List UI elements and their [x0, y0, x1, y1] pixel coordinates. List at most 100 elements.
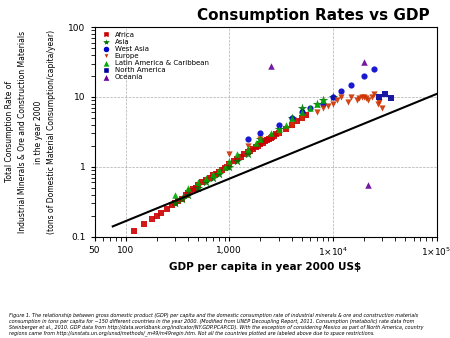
Point [329, 101, 337, 106]
Point [175, 199, 182, 204]
Point [298, 110, 305, 115]
Point [257, 136, 264, 142]
Point [329, 94, 337, 100]
Point [221, 166, 228, 171]
Point [356, 96, 363, 101]
Point [163, 206, 171, 212]
Point [259, 140, 266, 146]
Point [171, 192, 179, 197]
Point [282, 126, 289, 131]
Point [206, 175, 213, 180]
Point [302, 112, 310, 118]
Point [370, 66, 378, 72]
Point [241, 152, 248, 157]
Point [324, 103, 332, 108]
Point [270, 133, 278, 138]
Point [288, 122, 295, 127]
Point [252, 145, 259, 150]
Point [267, 63, 274, 68]
Point [148, 216, 156, 221]
Point [210, 173, 217, 178]
Point [184, 192, 192, 197]
Point [179, 196, 186, 201]
Point [263, 138, 270, 143]
Point [244, 152, 251, 157]
Point [257, 136, 264, 142]
Point [353, 97, 360, 103]
Point [171, 200, 179, 206]
Point [216, 171, 223, 176]
Point [234, 156, 241, 162]
Point [347, 94, 355, 100]
Point [267, 135, 274, 141]
Point [365, 182, 372, 188]
Point [298, 105, 305, 111]
Point [221, 164, 228, 169]
Point [374, 101, 381, 106]
Point [252, 140, 259, 146]
Point [275, 131, 282, 136]
Point [382, 91, 389, 97]
Point [244, 146, 251, 152]
Point [319, 105, 326, 111]
Point [193, 185, 200, 191]
Point [370, 91, 378, 97]
Point [275, 126, 282, 131]
Point [257, 136, 264, 142]
Text: (tons of Domestic Material Consumption/capita/year): (tons of Domestic Material Consumption/c… [47, 30, 56, 234]
Point [298, 115, 305, 121]
Point [376, 94, 383, 100]
Point [218, 167, 225, 173]
Point [306, 105, 314, 111]
Point [288, 115, 295, 121]
Text: Industrial Minerals & Ore and Construction Materials: Industrial Minerals & Ore and Constructi… [18, 31, 27, 233]
Point [360, 59, 368, 64]
Point [244, 136, 251, 142]
Point [187, 188, 194, 194]
Point [213, 171, 220, 176]
Point [360, 73, 368, 78]
Point [360, 94, 368, 100]
Point [338, 94, 345, 100]
Point [244, 150, 251, 155]
Point [282, 122, 289, 127]
Point [272, 132, 279, 137]
Point [199, 179, 206, 185]
Point [298, 115, 305, 121]
Point [275, 126, 282, 131]
Point [319, 97, 326, 103]
Point [319, 101, 326, 106]
Point [202, 175, 210, 180]
Point [365, 97, 372, 103]
Point [313, 101, 320, 106]
Point [250, 146, 257, 152]
Point [257, 142, 264, 147]
Point [182, 192, 189, 197]
Point [140, 222, 148, 227]
Point [338, 89, 345, 94]
Point [298, 110, 305, 115]
Point [288, 122, 295, 127]
Point [226, 152, 233, 157]
Point [255, 143, 262, 148]
Point [376, 99, 383, 104]
Point [153, 213, 161, 218]
Text: Consumption Rates vs GDP: Consumption Rates vs GDP [197, 8, 430, 23]
Text: Figure 1. The relationship between gross domestic product (GDP) per capita and t: Figure 1. The relationship between gross… [9, 313, 423, 336]
Point [226, 159, 233, 164]
Point [387, 96, 394, 101]
X-axis label: GDP per capita in year 2000 US$: GDP per capita in year 2000 US$ [169, 262, 362, 272]
Point [344, 99, 351, 104]
Point [234, 152, 241, 157]
Point [190, 186, 197, 192]
Point [130, 228, 138, 234]
Text: in the year 2000: in the year 2000 [34, 100, 43, 164]
Point [275, 122, 282, 127]
Point [313, 110, 320, 115]
Point [319, 97, 326, 103]
Point [288, 115, 295, 121]
Point [293, 118, 301, 124]
Point [223, 164, 230, 169]
Point [257, 131, 264, 136]
Point [306, 105, 314, 111]
